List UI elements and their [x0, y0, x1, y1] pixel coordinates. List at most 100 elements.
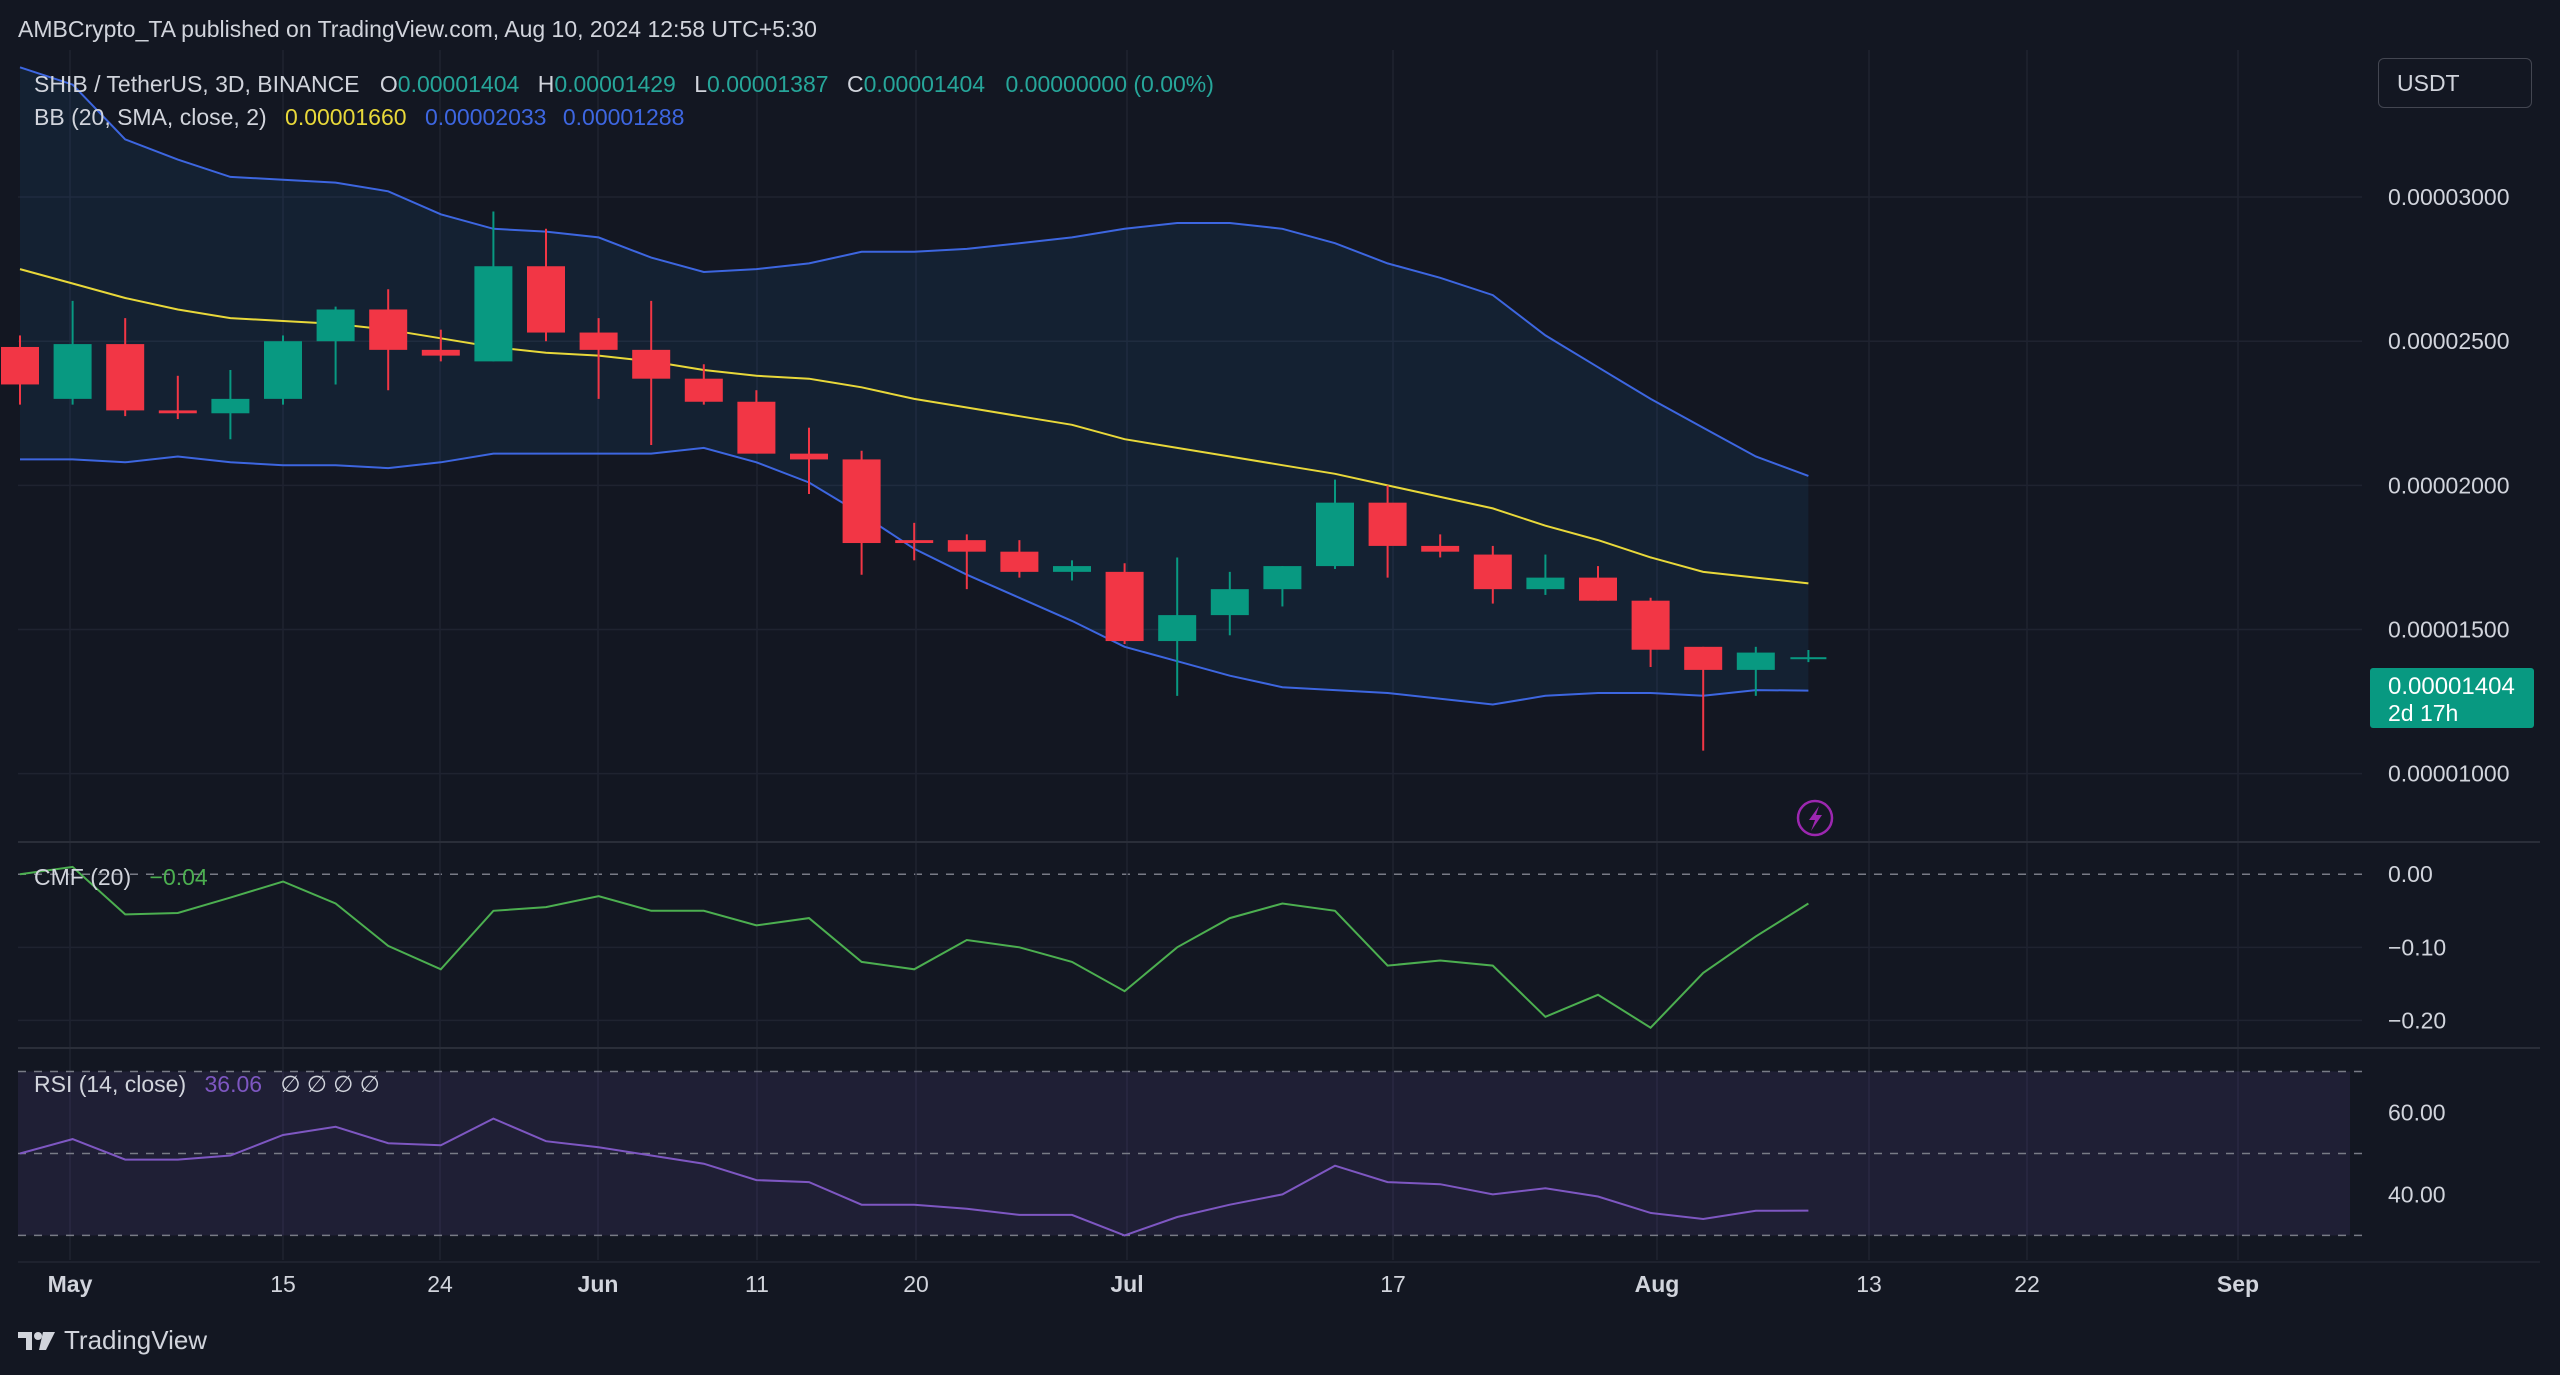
- candle[interactable]: [1105, 563, 1144, 644]
- cmf-tick-label: −0.20: [2388, 1007, 2446, 1033]
- candle[interactable]: [1736, 646, 1775, 696]
- cmf-label: CMF (20): [34, 864, 131, 890]
- candle[interactable]: [684, 364, 723, 405]
- candle[interactable]: [1421, 534, 1460, 558]
- candle-body: [53, 344, 92, 399]
- candle[interactable]: [947, 534, 986, 590]
- price-tag-value: 0.00001404: [2388, 673, 2515, 700]
- currency-button[interactable]: USDT: [2378, 58, 2532, 108]
- candle-body: [1684, 646, 1723, 670]
- candle-body: [474, 266, 513, 362]
- price-tick-label: 0.00001500: [2388, 617, 2510, 643]
- bb-band-fill: [20, 67, 1809, 705]
- change-value: 0.00000000 (0.00%): [1005, 71, 1213, 97]
- lightning-icon[interactable]: [1796, 799, 1834, 837]
- candle-body: [1, 346, 39, 385]
- candle-body: [369, 309, 408, 350]
- bb-upper-value: 0.00002033: [425, 104, 547, 130]
- candle[interactable]: [369, 289, 408, 391]
- candle[interactable]: [1000, 540, 1039, 578]
- candle[interactable]: [53, 300, 92, 405]
- bb-legend: BB (20, SMA, close, 2) 0.00001660 0.0000…: [34, 104, 684, 130]
- candle-body: [1210, 589, 1249, 616]
- candle[interactable]: [842, 450, 881, 575]
- candles[interactable]: [1, 211, 1827, 751]
- price-axis[interactable]: 0.00001000 0.00001500 0.00002000 0.00002500…: [2388, 184, 2510, 1207]
- candle-body: [947, 540, 986, 552]
- candle[interactable]: [211, 370, 250, 440]
- candle[interactable]: [1, 335, 39, 405]
- candle[interactable]: [1158, 557, 1197, 696]
- candle-body: [737, 401, 776, 454]
- low-value: 0.00001387: [707, 71, 829, 97]
- candle-body: [1000, 551, 1039, 572]
- close-label: C: [847, 71, 864, 97]
- rsi-line-group: [19, 1117, 1809, 1237]
- candle-body: [1631, 600, 1670, 650]
- tradingview-logo-icon: [18, 1331, 55, 1350]
- candle-body: [158, 410, 197, 414]
- candle[interactable]: [1473, 545, 1512, 604]
- candle[interactable]: [264, 335, 302, 405]
- candle[interactable]: [1631, 597, 1670, 668]
- ohlc-legend: SHIB / TetherUS, 3D, BINANCE O0.00001404…: [34, 71, 1214, 97]
- rsi-value: 36.06: [205, 1071, 263, 1097]
- candle-body: [1158, 615, 1197, 642]
- time-tick-label: 24: [427, 1271, 453, 1297]
- price-tag: [2370, 668, 2534, 728]
- cmf-line: [19, 865, 1809, 1029]
- candle[interactable]: [1579, 566, 1617, 601]
- tradingview-logo[interactable]: TradingView: [18, 1325, 207, 1356]
- time-axis[interactable]: May 15 24 Jun 11 20 Jul 17 Aug 13 22 Sep: [48, 1271, 2259, 1297]
- candle-body: [790, 453, 828, 460]
- time-tick-label: Sep: [2217, 1271, 2259, 1297]
- candle-body: [421, 349, 460, 356]
- candle[interactable]: [1316, 479, 1354, 569]
- candle[interactable]: [1210, 571, 1249, 636]
- candle-body: [211, 398, 250, 414]
- candle[interactable]: [316, 306, 355, 385]
- candle[interactable]: [895, 522, 934, 561]
- time-tick-label: May: [48, 1271, 93, 1297]
- candle-body: [895, 540, 934, 544]
- candle-body: [527, 266, 565, 333]
- symbol-label: SHIB / TetherUS, 3D, BINANCE: [34, 71, 360, 97]
- candle[interactable]: [1684, 646, 1723, 751]
- candle[interactable]: [737, 390, 776, 454]
- candle[interactable]: [474, 211, 513, 362]
- bb-lower-value: 0.00001288: [563, 104, 685, 130]
- bollinger-fill: [20, 67, 1809, 705]
- candle[interactable]: [579, 318, 618, 399]
- candle[interactable]: [632, 300, 671, 445]
- candle-body: [264, 341, 302, 399]
- candle-body: [1421, 545, 1460, 552]
- candle[interactable]: [421, 329, 460, 362]
- chart-pane-bg: [18, 50, 2354, 840]
- price-tick-label: 0.00002000: [2388, 472, 2510, 498]
- low-label: L: [694, 71, 707, 97]
- candle-body: [579, 332, 618, 350]
- candle[interactable]: [790, 427, 828, 495]
- candle[interactable]: [1053, 560, 1091, 581]
- candle[interactable]: [106, 318, 145, 417]
- candle[interactable]: [1263, 566, 1302, 607]
- time-tick-label: 17: [1380, 1271, 1406, 1297]
- candle-body: [316, 309, 355, 342]
- candle[interactable]: [1790, 649, 1827, 663]
- candle[interactable]: [527, 228, 565, 342]
- candle[interactable]: [1368, 485, 1407, 578]
- candle-body: [106, 344, 145, 411]
- candle-body: [632, 349, 671, 379]
- candle-body: [684, 378, 723, 402]
- candle[interactable]: [158, 375, 197, 420]
- bb-label: BB (20, SMA, close, 2): [34, 104, 267, 130]
- time-tick-label: Aug: [1635, 1271, 1680, 1297]
- high-value: 0.00001429: [554, 71, 676, 97]
- grid-lines: [18, 50, 2362, 1260]
- candle[interactable]: [1526, 554, 1565, 595]
- candle-body: [1526, 577, 1565, 590]
- candle-body: [1368, 502, 1407, 546]
- publisher-line: AMBCrypto_TA published on TradingView.co…: [18, 16, 817, 42]
- time-tick-label: 11: [745, 1271, 769, 1297]
